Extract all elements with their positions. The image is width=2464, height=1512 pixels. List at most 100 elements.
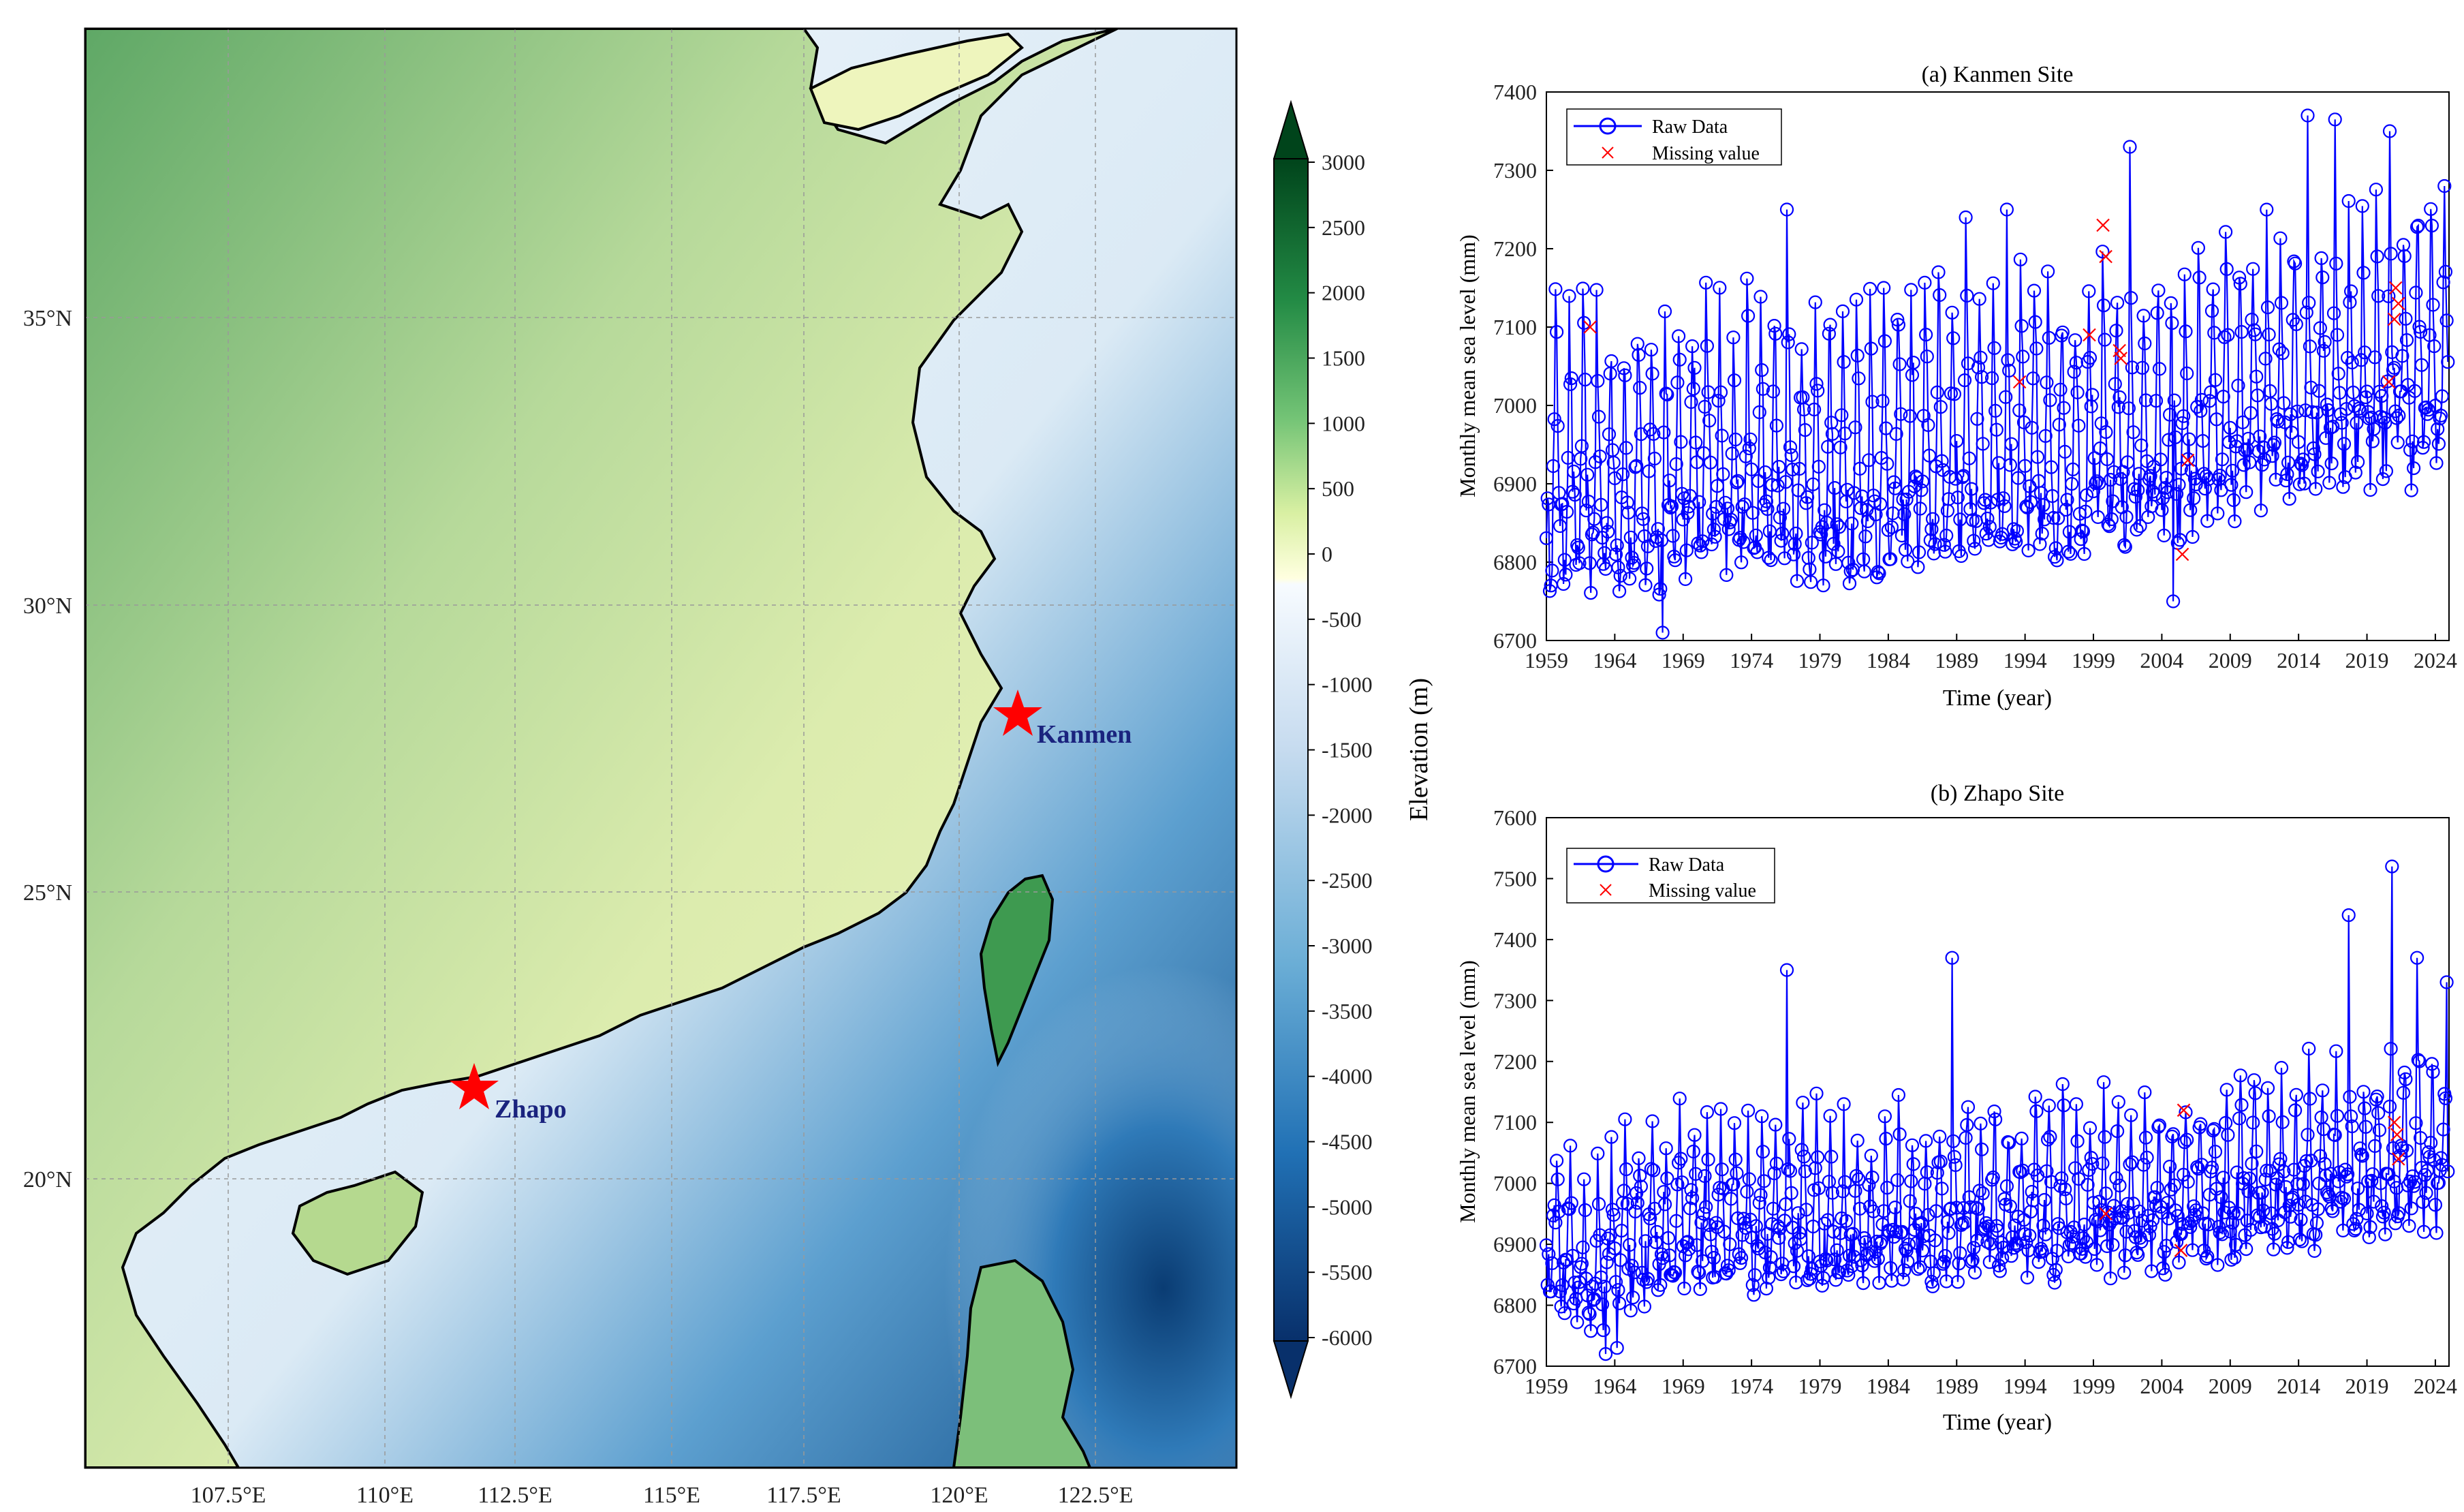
raw-data-point [2118, 540, 2132, 554]
raw-data-point [2333, 386, 2347, 400]
colorbar-tick-label: 1500 [1322, 346, 1365, 371]
raw-data-point [1657, 304, 1672, 319]
lon-tick-label: 117.5°E [766, 1483, 841, 1508]
raw-data-point [2402, 1218, 2416, 1233]
raw-data-point [2077, 546, 2091, 561]
raw-data-point [1552, 1204, 1566, 1219]
raw-data-point [2134, 1235, 2149, 1249]
raw-data-point [1967, 542, 1982, 556]
raw-data-point [1950, 490, 1965, 505]
raw-data-point [2410, 220, 2424, 234]
raw-data-point [1979, 527, 1993, 541]
raw-data-point [1850, 348, 1865, 362]
raw-data-point [2370, 249, 2384, 264]
raw-data-point [1809, 377, 1824, 391]
lon-tick-label: 120°E [930, 1483, 988, 1508]
raw-data-point [1839, 1214, 1854, 1229]
raw-data-point [2183, 1220, 2198, 1234]
raw-data-point [1935, 454, 1949, 468]
raw-data-point [2028, 1090, 2042, 1104]
raw-data-point [1636, 1272, 1651, 1287]
raw-data-point [2051, 511, 2065, 525]
raw-data-point [1948, 1158, 1963, 1173]
kanmen-star-icon [993, 690, 1042, 736]
colorbar-tick-label: -3500 [1322, 999, 1373, 1023]
raw-data-point [2356, 1085, 2371, 1099]
raw-data-point [1807, 402, 1822, 417]
raw-data-point [1939, 528, 1954, 543]
raw-data-point [2311, 1202, 2325, 1216]
raw-data-point [2016, 1163, 2030, 1178]
raw-data-point [1604, 354, 1619, 369]
raw-data-point [2213, 468, 2227, 483]
raw-data-point [2077, 1217, 2091, 1232]
raw-data-point [2399, 1143, 2414, 1158]
raw-data-point [2397, 1065, 2412, 1080]
raw-data-point [1740, 271, 1754, 286]
raw-data-point [1730, 475, 1744, 490]
mainland-area [85, 29, 1118, 1468]
raw-data-point [1804, 575, 1818, 589]
taiwan-island [979, 874, 1055, 1068]
raw-data-point [1967, 1265, 1982, 1280]
raw-data-point [1758, 465, 1773, 480]
raw-data-point [1652, 587, 1666, 602]
raw-data-point [2279, 474, 2293, 488]
raw-data-point [1899, 492, 1914, 507]
colorbar-tick-label: -1500 [1322, 738, 1373, 762]
raw-data-point [2150, 306, 2164, 320]
raw-data-point [1669, 457, 1683, 472]
y-tick-label: 6800 [1493, 550, 1537, 574]
raw-data-point [1762, 551, 1776, 565]
raw-data-point [2351, 454, 2365, 469]
raw-data-point [2312, 384, 2326, 398]
raw-data-point [2001, 353, 2015, 367]
raw-data-point [2283, 407, 2298, 422]
y-tick-label: 6700 [1493, 628, 1537, 653]
raw-data-point [2243, 1171, 2257, 1186]
raw-data-point [1618, 368, 1632, 383]
raw-data-point [1796, 1096, 1810, 1110]
raw-data-point [1633, 1169, 1647, 1183]
lon-tick-label: 110°E [356, 1483, 414, 1508]
raw-data-point [2109, 324, 2123, 338]
raw-data-point [1933, 400, 1948, 414]
raw-data-point [1710, 479, 1724, 493]
raw-data-point [2033, 537, 2047, 551]
raw-data-point [2363, 1220, 2377, 1235]
raw-data-point [1591, 373, 1605, 388]
raw-data-point [2323, 420, 2338, 435]
raw-data-point [1608, 547, 1623, 561]
zhapo-axis-ticks: 1959 1964 1969 1974 1979 1984 1989 1994 1999 2004… [1493, 805, 2457, 1398]
y-tick-label: 7200 [1493, 236, 1537, 261]
raw-data-point [2109, 1171, 2123, 1186]
raw-data-point [1853, 461, 1867, 476]
raw-data-point [1623, 572, 1637, 586]
raw-data-point [1797, 1150, 1811, 1164]
zhapo-y-axis-label: Monthly mean sea level (mm) [1455, 960, 1480, 1223]
raw-data-point [2083, 350, 2097, 365]
raw-data-point [1645, 1114, 1659, 1128]
raw-data-point [1664, 500, 1678, 515]
raw-data-point [2138, 393, 2153, 407]
raw-data-point [2341, 194, 2356, 209]
raw-data-point [1803, 1271, 1817, 1286]
raw-data-point [2002, 363, 2016, 378]
raw-data-point [2299, 305, 2313, 320]
raw-data-point [2314, 251, 2328, 265]
raw-data-point [1606, 455, 1621, 470]
raw-data-point [1708, 529, 1722, 544]
raw-data-point [2079, 1235, 2094, 1250]
zhapo-plot-frame [1546, 817, 2450, 1367]
raw-data-point [2282, 1199, 2296, 1213]
raw-data-point [2301, 1128, 2315, 1142]
raw-data-point [1815, 520, 1829, 534]
raw-data-point [1786, 1259, 1801, 1274]
raw-data-point [2072, 506, 2087, 521]
raw-data-point [1913, 502, 1927, 516]
raw-data-point [1742, 1172, 1756, 1186]
raw-data-point [2232, 1111, 2247, 1126]
raw-data-point [2380, 374, 2395, 388]
raw-data-point [1700, 339, 1714, 353]
y-tick-label: 6900 [1493, 472, 1537, 496]
